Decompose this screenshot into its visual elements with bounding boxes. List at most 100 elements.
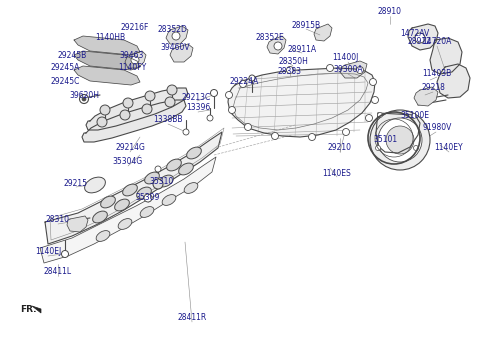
- Text: 35100E: 35100E: [400, 111, 430, 120]
- Ellipse shape: [187, 147, 202, 159]
- Ellipse shape: [96, 231, 110, 241]
- Text: 1472AV: 1472AV: [400, 28, 430, 38]
- Circle shape: [142, 104, 152, 114]
- Circle shape: [228, 106, 236, 114]
- Circle shape: [249, 75, 255, 81]
- Circle shape: [274, 42, 282, 50]
- Text: 1140HB: 1140HB: [95, 33, 125, 43]
- Circle shape: [183, 129, 189, 135]
- Circle shape: [244, 123, 252, 130]
- Circle shape: [172, 32, 180, 40]
- Polygon shape: [228, 68, 375, 137]
- Circle shape: [287, 67, 293, 73]
- Text: 91980V: 91980V: [422, 123, 452, 132]
- Text: 1140ES: 1140ES: [323, 169, 351, 177]
- Ellipse shape: [162, 195, 176, 206]
- Text: 29213C: 29213C: [181, 93, 211, 101]
- Polygon shape: [267, 36, 286, 54]
- Text: 29245C: 29245C: [50, 77, 80, 87]
- Text: 35101: 35101: [373, 136, 397, 145]
- Circle shape: [377, 113, 383, 118]
- Circle shape: [207, 115, 213, 121]
- Text: 29215: 29215: [64, 178, 88, 188]
- Circle shape: [357, 67, 363, 73]
- Circle shape: [167, 85, 177, 95]
- Text: 29216F: 29216F: [121, 24, 149, 32]
- Text: 39460V: 39460V: [160, 43, 190, 51]
- Ellipse shape: [167, 159, 181, 171]
- Text: 35304G: 35304G: [113, 158, 143, 167]
- Circle shape: [123, 98, 133, 108]
- Circle shape: [131, 56, 139, 64]
- Polygon shape: [74, 36, 140, 55]
- Text: 14720A: 14720A: [422, 38, 452, 47]
- Ellipse shape: [101, 196, 115, 208]
- Circle shape: [365, 115, 372, 121]
- Circle shape: [100, 105, 110, 115]
- Ellipse shape: [115, 199, 130, 211]
- Circle shape: [145, 91, 155, 101]
- Polygon shape: [40, 157, 216, 263]
- Polygon shape: [74, 51, 140, 70]
- Ellipse shape: [144, 172, 159, 184]
- Polygon shape: [408, 24, 438, 50]
- Text: 28411L: 28411L: [44, 267, 72, 276]
- Polygon shape: [437, 64, 470, 98]
- Text: 11403B: 11403B: [422, 69, 452, 77]
- Circle shape: [343, 128, 349, 136]
- Polygon shape: [340, 61, 367, 78]
- Circle shape: [413, 145, 419, 150]
- Circle shape: [165, 97, 175, 107]
- Circle shape: [61, 250, 69, 258]
- Circle shape: [415, 33, 425, 43]
- Circle shape: [272, 132, 278, 140]
- Text: 1140EJ: 1140EJ: [35, 247, 61, 257]
- Text: 39300A: 39300A: [333, 66, 363, 74]
- Ellipse shape: [93, 211, 108, 223]
- Text: 35310: 35310: [150, 177, 174, 187]
- Polygon shape: [414, 87, 438, 106]
- Ellipse shape: [179, 163, 193, 175]
- Polygon shape: [82, 100, 186, 142]
- Polygon shape: [32, 306, 41, 313]
- Text: 29245A: 29245A: [50, 64, 80, 72]
- Circle shape: [386, 126, 414, 154]
- Polygon shape: [86, 88, 188, 130]
- Text: 29214G: 29214G: [115, 144, 145, 152]
- Circle shape: [326, 65, 334, 72]
- Circle shape: [240, 80, 247, 88]
- Ellipse shape: [118, 219, 132, 230]
- Polygon shape: [314, 24, 332, 41]
- Text: 28912: 28912: [407, 38, 431, 47]
- Circle shape: [120, 110, 130, 120]
- Text: 1338BB: 1338BB: [153, 116, 183, 124]
- Text: 28910: 28910: [378, 7, 402, 17]
- Ellipse shape: [184, 183, 198, 193]
- Circle shape: [411, 114, 417, 119]
- Polygon shape: [67, 216, 88, 232]
- Circle shape: [309, 134, 315, 141]
- Text: 28310: 28310: [46, 216, 70, 224]
- Polygon shape: [125, 51, 146, 68]
- Text: 35309: 35309: [136, 193, 160, 202]
- Text: 28383: 28383: [278, 68, 302, 76]
- Text: 39620H: 39620H: [69, 91, 99, 99]
- Text: 28911A: 28911A: [288, 46, 317, 54]
- Text: 1140EY: 1140EY: [435, 144, 463, 152]
- Circle shape: [372, 97, 379, 103]
- Ellipse shape: [137, 187, 151, 199]
- Text: 29218: 29218: [421, 83, 445, 93]
- Text: FR.: FR.: [20, 306, 36, 314]
- Polygon shape: [376, 113, 420, 153]
- Polygon shape: [170, 44, 193, 62]
- Circle shape: [226, 92, 232, 98]
- Polygon shape: [74, 66, 140, 85]
- Text: 29210: 29210: [328, 144, 352, 152]
- Ellipse shape: [84, 177, 106, 193]
- Text: 28352E: 28352E: [256, 33, 284, 43]
- Polygon shape: [45, 132, 222, 244]
- Text: 13396: 13396: [186, 103, 210, 113]
- Text: 28915B: 28915B: [291, 21, 321, 29]
- Polygon shape: [430, 38, 462, 74]
- Circle shape: [378, 118, 422, 162]
